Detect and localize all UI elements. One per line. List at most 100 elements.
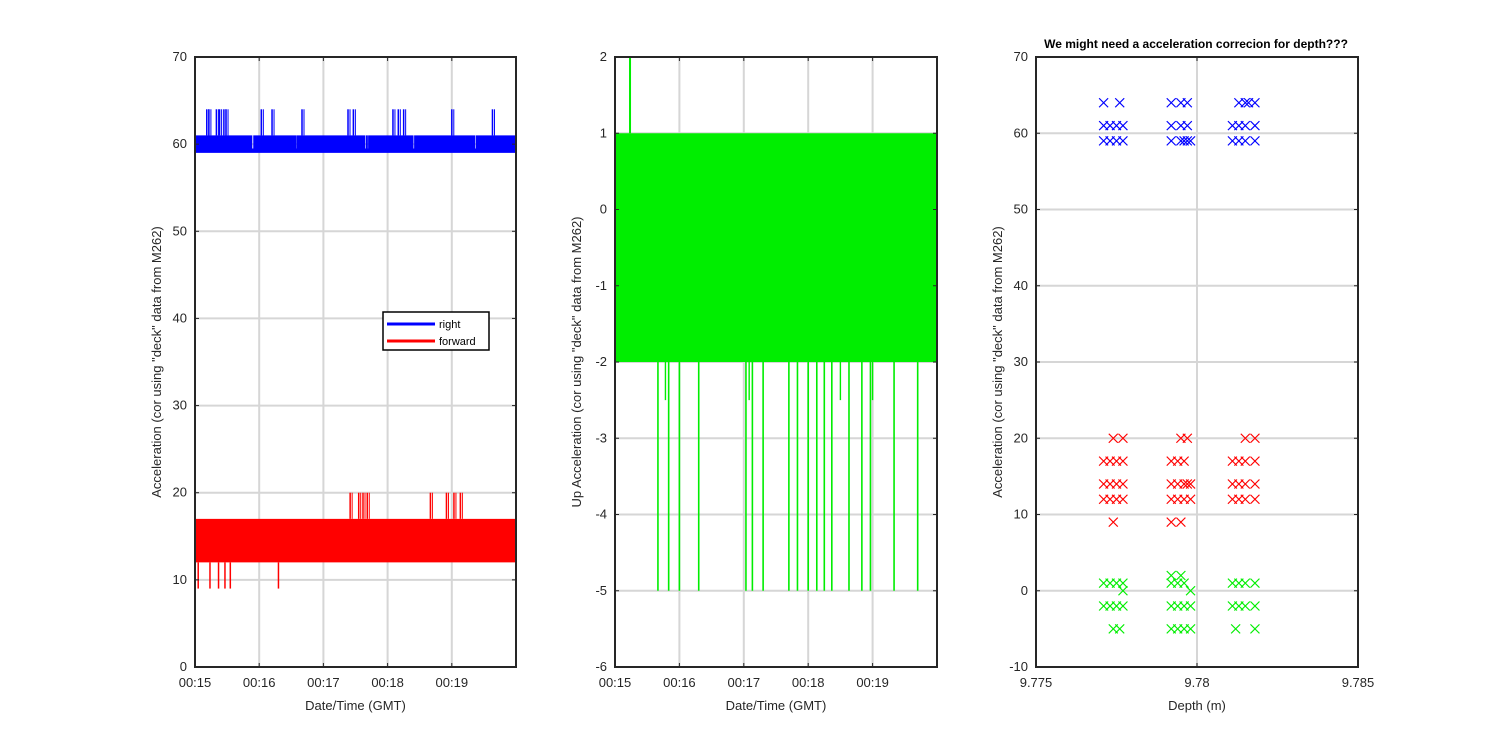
scatter-point-forward [1182,479,1193,489]
y-tick-label: 40 [173,310,187,325]
x-axis-label: Date/Time (GMT) [305,698,406,713]
marker-stroke [1114,623,1125,634]
marker-stroke [1175,517,1186,528]
scatter-point-right [1250,135,1260,146]
marker-stroke [1166,135,1177,146]
marker-stroke [1240,479,1251,489]
marker-stroke [1182,120,1193,131]
marker-stroke [1185,135,1196,146]
scatter-point-right [1166,97,1177,108]
scatter-point-up [1230,623,1241,634]
y-tick-label: 20 [173,485,187,500]
legend-label-right: right [439,319,460,331]
marker-stroke [1250,494,1260,505]
x-tick-label: 00:19 [856,675,889,690]
marker-stroke [1166,570,1177,581]
x-tick-label: 00:18 [371,675,404,690]
scatter-point-right [1182,120,1193,131]
scatter-point-forward [1118,456,1128,467]
scatter-point-forward [1250,479,1260,489]
marker-stroke [1118,494,1128,505]
y-tick-label: 50 [173,223,187,238]
marker-stroke [1240,433,1251,444]
marker-stroke [1250,135,1260,146]
scatter-point-forward [1185,479,1196,489]
marker-stroke [1240,135,1251,146]
y-tick-label: -4 [595,507,607,522]
y-tick-label: 2 [600,49,607,64]
marker-stroke [1185,494,1196,505]
y-tick-label: 1 [600,125,607,140]
scatter-point-right [1250,97,1260,108]
marker-stroke [1240,578,1251,589]
y-tick-label: 40 [1014,278,1028,293]
marker-stroke [1185,585,1196,596]
scatter-point-forward [1166,517,1177,528]
scatter-point-right [1114,97,1125,108]
y-tick-label: -3 [595,430,607,445]
marker-stroke [1166,517,1177,528]
scatter-point-forward [1185,494,1196,505]
scatter-point-up [1185,623,1196,634]
x-tick-label: 00:18 [792,675,825,690]
axes-frame [194,56,517,668]
marker-stroke [1240,601,1251,611]
y-tick-label: 10 [1014,507,1028,522]
y-axis-label: Acceleration (cor using "deck" data from… [990,226,1005,498]
marker-stroke [1250,120,1260,131]
scatter-point-up [1185,585,1196,596]
scatter-point-right [1182,97,1193,108]
marker-stroke [1182,433,1193,444]
marker-stroke [1098,97,1109,108]
marker-stroke [1240,97,1251,108]
scatter-point-up [1118,601,1128,611]
y-tick-label: -1 [595,278,607,293]
panel-depth-scatter: 9.775 9.78 9.785 -10 0 10 20 30 40 50 60 70 Depth (m… [990,49,1374,713]
marker-stroke [1118,433,1128,444]
marker-stroke [1179,578,1190,589]
scatter-point-forward [1118,433,1128,444]
scatter-point-right [1240,120,1251,131]
scatter-point-up [1250,601,1260,611]
marker-stroke [1240,120,1251,131]
scatter-point-forward [1250,494,1260,505]
marker-stroke [1118,585,1128,596]
x-tick-label: 00:16 [663,675,696,690]
scatter-point-forward [1118,479,1128,489]
marker-stroke [1182,479,1193,489]
marker-stroke [1250,623,1260,634]
marker-stroke [1118,601,1128,611]
scatter-point-forward [1108,433,1119,444]
marker-stroke [1185,623,1196,634]
marker-stroke [1108,517,1119,528]
scatter-point-right [1098,97,1109,108]
marker-stroke [1118,135,1128,146]
scatter-series-up [1098,570,1260,634]
scatter-point-forward [1250,433,1260,444]
marker-stroke [1250,433,1260,444]
marker-stroke [1250,97,1260,108]
marker-stroke [1250,456,1260,467]
scatter-point-right [1118,135,1128,146]
marker-stroke [1166,120,1177,131]
y-tick-label: -6 [595,659,607,674]
x-tick-label: 00:17 [728,675,761,690]
marker-stroke [1240,456,1251,467]
panel-time-up-acceleration: 00:15 00:16 00:17 00:18 00:19 -6 -5 -4 -3 -2 -1 0 1 2… [569,49,938,713]
marker-stroke [1114,97,1125,108]
marker-stroke [1118,578,1128,589]
scatter-point-up [1185,601,1196,611]
marker-stroke [1250,601,1260,611]
scatter-point-right [1166,135,1177,146]
y-tick-label: 70 [1014,49,1028,64]
scatter-point-right [1185,135,1196,146]
scatter-point-up [1175,570,1186,581]
y-tick-label: 70 [173,49,187,64]
y-tick-label: 60 [173,136,187,151]
x-axis-label: Date/Time (GMT) [726,698,827,713]
legend: right forward [382,311,490,351]
y-tick-label: -2 [595,354,607,369]
marker-stroke [1230,623,1241,634]
x-tick-label: 00:17 [307,675,340,690]
